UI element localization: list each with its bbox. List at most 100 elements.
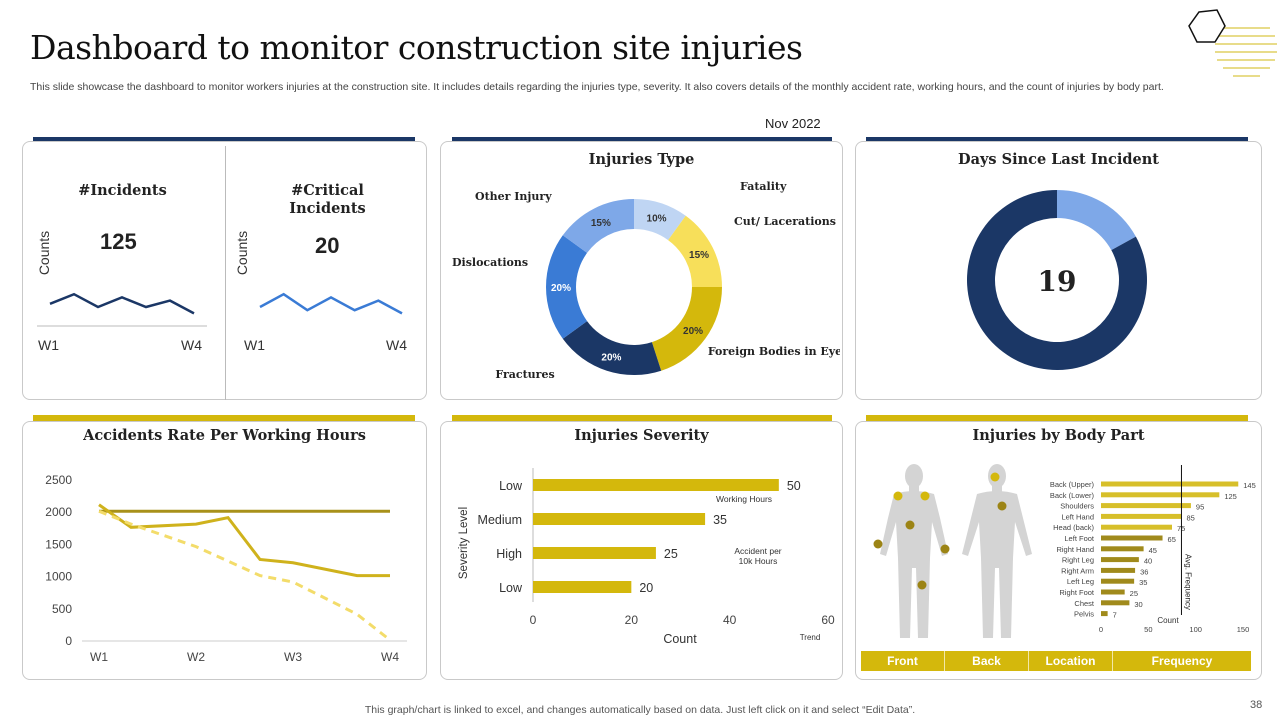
back-button[interactable]: Back [945, 651, 1029, 671]
footer-note: This graph/chart is linked to excel, and… [364, 704, 916, 716]
body-part-value: 35 [1139, 578, 1147, 587]
panel-accent-bar [452, 415, 832, 423]
body-part-bar [1101, 513, 1182, 519]
severity-category-label: Low [499, 479, 523, 493]
severity-bar [533, 581, 632, 593]
slice-category-label: Dislocations [452, 256, 528, 269]
x-tick-label: 40 [723, 613, 737, 627]
donut-slice [668, 215, 722, 287]
incidents-panel [22, 141, 427, 400]
critical-x-end: W4 [386, 337, 407, 353]
body-part-label: Chest [1074, 599, 1095, 608]
y-tick-label: 2000 [45, 505, 72, 519]
body-part-label: Left Foot [1064, 534, 1095, 543]
location-button[interactable]: Location [1029, 651, 1113, 671]
body-figures [873, 464, 1032, 638]
severity-bar [533, 513, 706, 525]
accidents-line-chart: 0 500 1000 1500 2000 2500 W1 W2 W3 W4 [45, 473, 407, 664]
body-part-label: Right Leg [1062, 556, 1094, 565]
annotation-label: Trend [800, 633, 821, 642]
x-tick-label: 0 [530, 613, 537, 627]
body-part-bar [1101, 589, 1125, 595]
body-part-bar [1101, 481, 1239, 487]
x-tick-label: W3 [284, 650, 302, 664]
series-line-trend [98, 509, 391, 642]
body-part-label: Right Arm [1061, 566, 1094, 575]
injury-markers [873, 472, 1007, 590]
y-tick-label: 1000 [45, 570, 72, 584]
days-progress-arc [1057, 190, 1136, 251]
body-part-value: 40 [1144, 557, 1152, 566]
body-part-bar [1101, 546, 1144, 552]
severity-category-label: Medium [478, 513, 522, 527]
body-part-label: Pelvis [1074, 610, 1094, 619]
donut-slice [546, 235, 588, 339]
days-since-donut [967, 190, 1147, 370]
x-tick-label: 50 [1144, 625, 1152, 634]
body-part-bar [1101, 600, 1130, 606]
slice-percent-label: 15% [689, 250, 709, 261]
critical-value: 20 [315, 233, 340, 258]
y-tick-label: 500 [52, 602, 72, 616]
incidents-x-end: W4 [181, 337, 202, 353]
critical-title: #Critical Incidents [245, 182, 410, 218]
x-axis-title: Count [663, 632, 697, 646]
critical-x-start: W1 [244, 337, 265, 353]
panel-accent-bar [866, 415, 1248, 423]
body-part-bar [1101, 524, 1172, 530]
donut-slice [562, 321, 662, 375]
severity-value-label: 35 [713, 513, 727, 527]
avg-frequency-label: Avg. Frequency [1183, 554, 1192, 610]
body-part-label: Right Hand [1056, 545, 1094, 554]
severity-title: Injuries Severity [574, 427, 709, 444]
frequency-button[interactable]: Frequency [1113, 651, 1251, 671]
x-tick-label: W2 [187, 650, 205, 664]
body-part-value: 45 [1149, 546, 1157, 555]
body-part-bar [1101, 492, 1220, 498]
body-part-value: 36 [1140, 567, 1148, 576]
days-since-title: Days Since Last Incident [958, 151, 1159, 168]
severity-category-label: High [496, 547, 522, 561]
body-part-label: Back (Lower) [1050, 491, 1095, 500]
body-part-value: 95 [1196, 503, 1204, 512]
x-tick-label: 20 [625, 613, 639, 627]
divider [225, 146, 226, 400]
slice-percent-label: 10% [647, 214, 667, 225]
annotation-label: Working Hours [716, 494, 772, 504]
slice-percent-label: 15% [591, 218, 611, 229]
annotation-label: Accident per [734, 546, 781, 556]
front-button[interactable]: Front [861, 651, 945, 671]
date-label: Nov 2022 [765, 116, 821, 131]
x-tick-label: 100 [1189, 625, 1202, 634]
x-tick-label: W1 [90, 650, 108, 664]
x-tick-label: 0 [1099, 625, 1103, 634]
body-part-bar [1101, 503, 1191, 509]
body-part-bar-chart: Back (Upper) 145 Back (Lower) 125 Shoulders 9… [1050, 465, 1256, 634]
y-tick-label: 2500 [45, 473, 72, 487]
days-remaining-arc [967, 190, 1147, 370]
accidents-panel [22, 421, 427, 680]
incidents-x-start: W1 [38, 337, 59, 353]
body-part-value: 7 [1113, 611, 1117, 620]
incidents-title: #Incidents [78, 182, 167, 199]
body-part-bar [1101, 557, 1139, 563]
slice-category-label: Fatality [740, 180, 787, 193]
panel-accent-bar [33, 415, 415, 423]
critical-ylabel: Counts [234, 230, 251, 276]
body-part-value: 30 [1134, 600, 1142, 609]
body-part-bar [1101, 567, 1136, 573]
slice-category-label: Cut/ Lacerations [734, 215, 836, 228]
logo-decoration-icon [1188, 9, 1277, 77]
body-part-bar [1101, 578, 1135, 584]
severity-category-label: Low [499, 581, 523, 595]
body-part-value: 125 [1224, 492, 1237, 501]
y-axis-title: Severity Level [458, 507, 470, 579]
x-tick-label: 150 [1237, 625, 1250, 634]
sparkline-series [49, 292, 195, 315]
slice-category-label: Fractures [495, 368, 554, 381]
severity-value-label: 25 [664, 547, 678, 561]
donut-slice [562, 199, 634, 253]
accidents-title: Accidents Rate Per Working Hours [83, 427, 366, 444]
sparkline-series [259, 292, 403, 315]
severity-bar [533, 547, 656, 559]
